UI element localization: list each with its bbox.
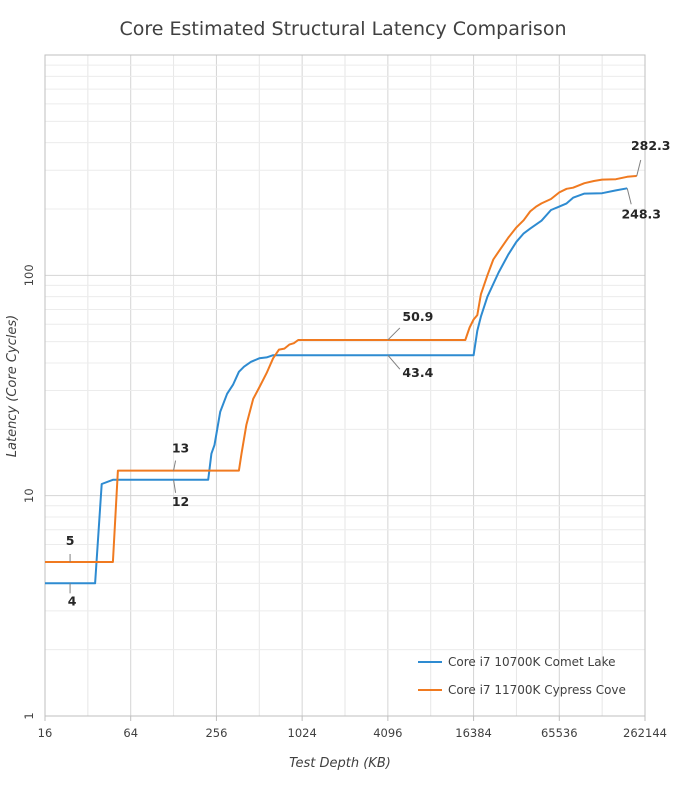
annotation-label: 282.3 [631,138,671,153]
x-tick-label: 262144 [623,726,667,740]
y-tick-label: 1 [22,712,36,719]
x-tick-label: 65536 [541,726,578,740]
legend: Core i7 10700K Comet Lake Core i7 11700K … [418,655,626,697]
series-line-1 [45,175,637,563]
x-tick-label: 1024 [288,726,317,740]
annotation-label: 50.9 [402,309,433,324]
annotation-label: 248.3 [621,206,661,221]
annotation-leader [387,327,401,341]
x-tick-label: 16 [38,726,53,740]
x-tick-label: 64 [123,726,138,740]
annotation-label: 13 [172,441,189,456]
annotation-leader [173,479,177,493]
y-tick-label: 10 [22,488,36,503]
plot-frame [44,54,646,717]
legend-label-0: Core i7 10700K Comet Lake [448,655,615,669]
chart-title: Core Estimated Structural Latency Compar… [119,18,566,40]
x-axis-label: Test Depth (KB) [289,756,391,771]
x-axis-ticks: 16 64 256 1024 4096 16384 65536 262144 [38,716,667,740]
y-axis-ticks: 1 10 100 [22,264,36,719]
series-line-0 [45,187,628,585]
annotation-label: 5 [66,533,75,548]
annotation-label: 4 [68,593,77,608]
y-tick-label: 100 [22,264,36,286]
annotation-leader [173,460,177,471]
annotation-leader [387,354,401,370]
annotations: 282.3 248.3 50.9 43.4 13 12 5 4 [66,138,671,608]
annotation-label: 43.4 [402,365,433,380]
series-layer [45,175,637,585]
y-axis-label: Latency (Core Cycles) [5,315,20,457]
annotation-label: 12 [172,494,189,509]
legend-label-1: Core i7 11700K Cypress Cove [448,683,626,697]
annotation-leader [636,159,642,177]
x-tick-label: 256 [205,726,227,740]
grid [44,55,646,717]
annotation-leader [626,188,632,205]
x-tick-label: 4096 [373,726,402,740]
x-tick-label: 16384 [455,726,492,740]
